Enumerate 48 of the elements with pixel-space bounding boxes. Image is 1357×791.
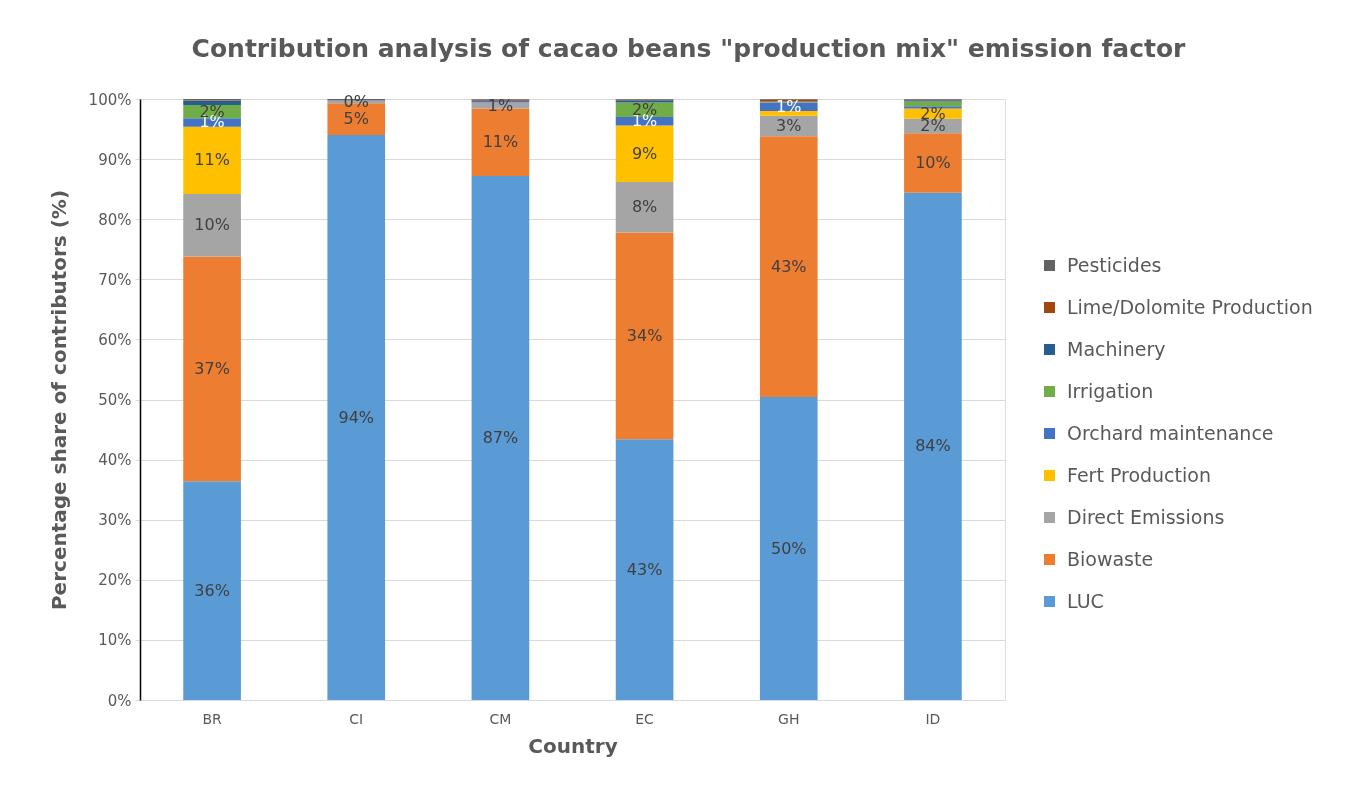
y-tick-label: 100% (88, 90, 132, 109)
y-tick-label: 70% (98, 270, 132, 289)
data-label: 37% (194, 358, 230, 378)
data-label: 0% (343, 92, 369, 111)
data-label: 84% (915, 436, 951, 456)
x-tick-label: EC (635, 710, 655, 727)
data-label: 43% (770, 256, 807, 276)
legend-label: LUC (1067, 589, 1104, 612)
data-label: 3% (776, 116, 802, 136)
y-tick-label: 0% (107, 691, 132, 710)
legend-label: Machinery (1067, 337, 1166, 360)
y-tick-label: 10% (98, 631, 132, 650)
data-label: 43% (626, 559, 663, 579)
data-label: 10% (915, 153, 951, 173)
y-tick-label: 60% (98, 330, 132, 349)
data-label: 36% (194, 580, 230, 600)
x-tick-label: CI (349, 710, 364, 727)
x-axis-title: Country (528, 733, 618, 758)
data-label: 9% (631, 143, 658, 163)
y-tick-label: 20% (98, 571, 132, 590)
y-tick-label: 90% (98, 150, 132, 169)
data-label: 5% (343, 109, 369, 129)
legend-label: Pesticides (1067, 253, 1162, 276)
x-tick-label: BR (202, 710, 223, 727)
data-label: 94% (338, 407, 375, 427)
data-label: 10% (194, 215, 230, 235)
data-label: 50% (770, 538, 807, 558)
legend-label: Irrigation (1067, 379, 1154, 402)
data-label: 87% (482, 427, 519, 447)
chart-title: Contribution analysis of cacao beans "production mix" emission factor (191, 34, 1187, 63)
legend-label: Orchard maintenance (1067, 421, 1274, 444)
y-tick-label: 30% (98, 511, 132, 530)
x-tick-label: GH (778, 710, 800, 727)
y-tick-label: 80% (98, 210, 132, 229)
y-tick-label: 50% (98, 391, 132, 409)
x-tick-label: CM (489, 710, 512, 727)
y-axis-title: Percentage share of contributors (%) (46, 189, 71, 611)
y-tick-label: 40% (98, 451, 132, 470)
data-label: 11% (194, 150, 230, 170)
legend-label: Fert Production (1067, 463, 1211, 486)
data-label: 1% (776, 96, 802, 116)
legend-label: Lime/Dolomite Production (1067, 295, 1313, 318)
legend-label: Direct Emissions (1067, 505, 1225, 528)
x-tick-label: ID (925, 710, 941, 727)
data-label: 11% (482, 132, 519, 152)
legend-label: Biowaste (1067, 547, 1154, 570)
data-label: 34% (626, 325, 663, 345)
data-label: 8% (631, 197, 658, 217)
